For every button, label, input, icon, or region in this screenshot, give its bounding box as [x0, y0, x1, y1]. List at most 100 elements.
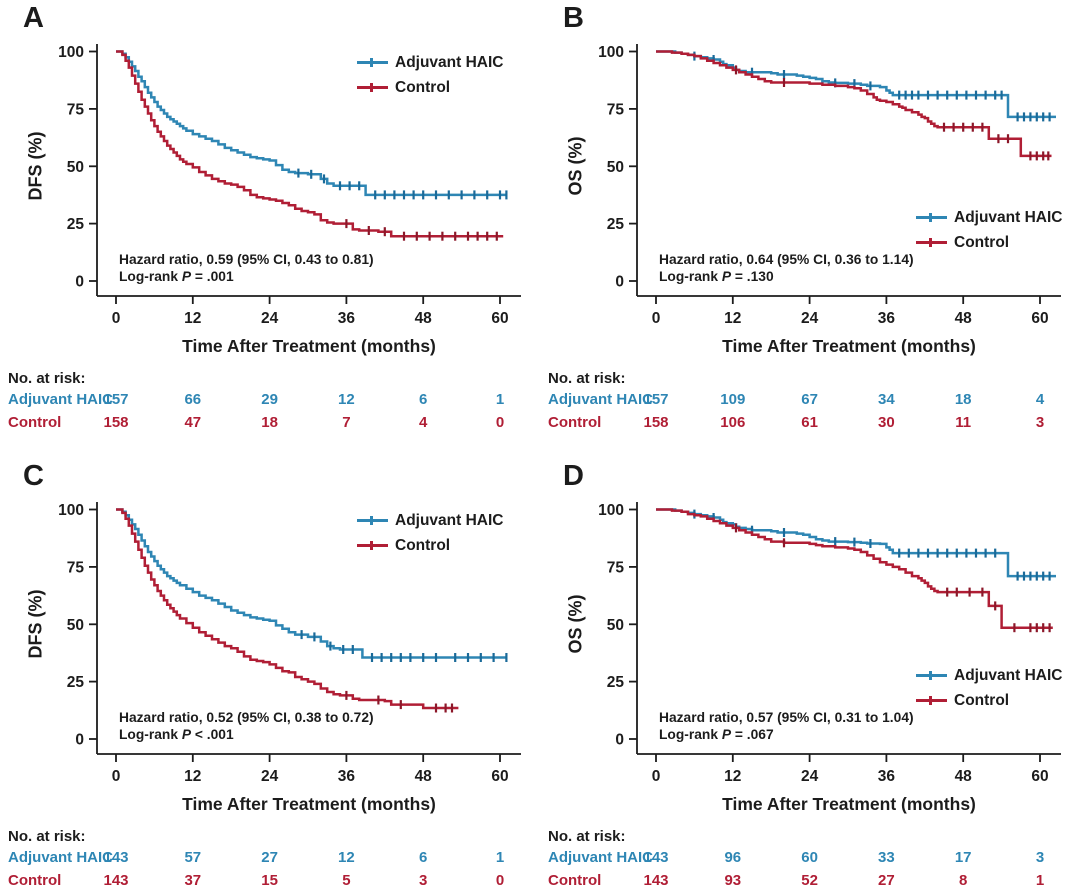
risk-count: 33 [878, 849, 895, 866]
risk-row-label: Control [8, 872, 62, 889]
risk-count: 4 [1035, 391, 1045, 408]
risk-count: 143 [643, 849, 669, 866]
risk-count: 66 [184, 391, 202, 408]
km-curve-control [656, 508, 1053, 629]
risk-count: 29 [261, 391, 278, 408]
x-tick-label: 24 [801, 310, 819, 327]
legend: Adjuvant HAIC Control [357, 50, 504, 100]
y-tick-label: 25 [607, 216, 625, 233]
panel-d-os-matched: D 100 75 50 25 0 0 12 24 36 48 60 OS (%) Time Afte… [540, 458, 1080, 894]
panel-letter: C [23, 460, 45, 492]
risk-count: 61 [801, 414, 818, 431]
logrank-text: Log-rank P < .001 [119, 727, 374, 744]
risk-count: 6 [419, 391, 428, 408]
p-symbol: P [721, 726, 732, 742]
series-line-swatch [357, 83, 388, 92]
y-tick-label: 0 [75, 274, 84, 291]
risk-count: 15 [261, 872, 278, 889]
x-axis-title: Time After Treatment (months) [722, 336, 976, 356]
risk-row-label: Adjuvant HAIC [8, 391, 113, 408]
x-tick-label: 36 [878, 310, 896, 327]
y-tick-label: 100 [58, 44, 84, 61]
series-line-swatch [916, 238, 947, 247]
x-tick-label: 48 [415, 310, 433, 327]
km-curve-control [116, 508, 459, 710]
risk-count: 17 [954, 849, 972, 866]
p-value: < .001 [191, 726, 234, 742]
y-tick-label: 100 [58, 502, 84, 519]
y-axis-title: OS (%) [565, 136, 586, 196]
legend-label: Control [954, 233, 1010, 251]
stats-annotation: Hazard ratio, 0.52 (95% CI, 0.38 to 0.72… [119, 710, 374, 743]
y-axis-title: OS (%) [565, 594, 586, 654]
risk-count: 12 [338, 391, 355, 408]
series-line-swatch [916, 671, 947, 680]
hazard-ratio-text: Hazard ratio, 0.57 (95% CI, 0.31 to 1.04… [659, 710, 914, 725]
y-tick-label: 75 [607, 559, 625, 576]
panel-a-dfs-itt: A 100 75 50 25 0 0 12 24 36 48 60 DFS (%) Time Aft… [0, 0, 540, 458]
legend-label: Adjuvant HAIC [954, 208, 1063, 226]
risk-row-label: Control [548, 872, 602, 889]
x-tick-label: 0 [112, 768, 121, 785]
p-value: = .130 [731, 268, 774, 284]
risk-row-adjuvant-haic: Adjuvant HAIC 157 66 29 12 6 1 [8, 391, 538, 409]
km-plot-dfs-matched: 100 75 50 25 0 0 12 24 36 48 60 [58, 502, 521, 785]
risk-count: 67 [801, 391, 818, 408]
legend-item-adjuvant-haic: Adjuvant HAIC [916, 663, 1063, 688]
x-tick-label: 36 [338, 768, 356, 785]
x-tick-label: 0 [652, 768, 661, 785]
risk-table-header: No. at risk: [8, 370, 86, 387]
risk-count: 0 [495, 872, 505, 889]
logrank-prefix: Log-rank [659, 268, 722, 284]
legend-item-control: Control [357, 533, 504, 558]
risk-count: 1 [495, 849, 505, 866]
km-curve-adjuvant-haic [656, 508, 1056, 578]
x-tick-label: 24 [261, 768, 279, 785]
logrank-prefix: Log-rank [119, 726, 182, 742]
risk-count: 12 [338, 849, 355, 866]
series-line-swatch [916, 213, 947, 222]
risk-count: 37 [184, 872, 202, 889]
risk-table-header: No. at risk: [548, 828, 626, 845]
logrank-text: Log-rank P = .130 [659, 269, 914, 286]
risk-row-control: Control 143 93 52 27 8 1 [548, 872, 1078, 890]
stats-annotation: Hazard ratio, 0.57 (95% CI, 0.31 to 1.04… [659, 710, 914, 743]
series-line-swatch [357, 58, 388, 67]
risk-count: 8 [959, 872, 968, 889]
x-tick-label: 48 [955, 310, 973, 327]
p-symbol: P [721, 268, 732, 284]
legend-item-adjuvant-haic: Adjuvant HAIC [357, 50, 504, 75]
stats-annotation: Hazard ratio, 0.64 (95% CI, 0.36 to 1.14… [659, 252, 914, 285]
y-tick-label: 0 [615, 274, 624, 291]
risk-count: 30 [878, 414, 895, 431]
risk-count: 27 [878, 872, 895, 889]
risk-row-label: Control [8, 414, 62, 431]
p-symbol: P [181, 726, 192, 742]
km-curve-adjuvant-haic [656, 50, 1056, 119]
panel-letter: B [563, 2, 585, 34]
km-curve-adjuvant-haic [116, 508, 507, 659]
risk-count: 6 [419, 849, 428, 866]
risk-row-label: Control [548, 414, 602, 431]
risk-count: 27 [261, 849, 278, 866]
km-plot-os-matched: 100 75 50 25 0 0 12 24 36 48 60 [598, 502, 1061, 785]
risk-count: 143 [103, 849, 129, 866]
y-tick-label: 75 [67, 559, 85, 576]
panel-c-dfs-matched: C 100 75 50 25 0 0 12 24 36 48 60 DFS (%) Time Aft… [0, 458, 540, 894]
logrank-text: Log-rank P = .067 [659, 727, 914, 744]
legend-item-adjuvant-haic: Adjuvant HAIC [357, 508, 504, 533]
risk-count: 18 [261, 414, 278, 431]
p-symbol: P [181, 268, 192, 284]
legend-item-control: Control [357, 75, 504, 100]
x-tick-label: 12 [184, 310, 201, 327]
series-line-swatch [357, 516, 388, 525]
x-tick-label: 12 [184, 768, 201, 785]
p-value: = .001 [191, 268, 234, 284]
x-tick-label: 48 [955, 768, 973, 785]
risk-count: 96 [724, 849, 742, 866]
y-tick-label: 50 [607, 617, 624, 634]
risk-count: 143 [643, 872, 669, 889]
y-tick-label: 25 [67, 216, 85, 233]
x-tick-label: 12 [724, 310, 741, 327]
risk-count: 106 [720, 414, 746, 431]
